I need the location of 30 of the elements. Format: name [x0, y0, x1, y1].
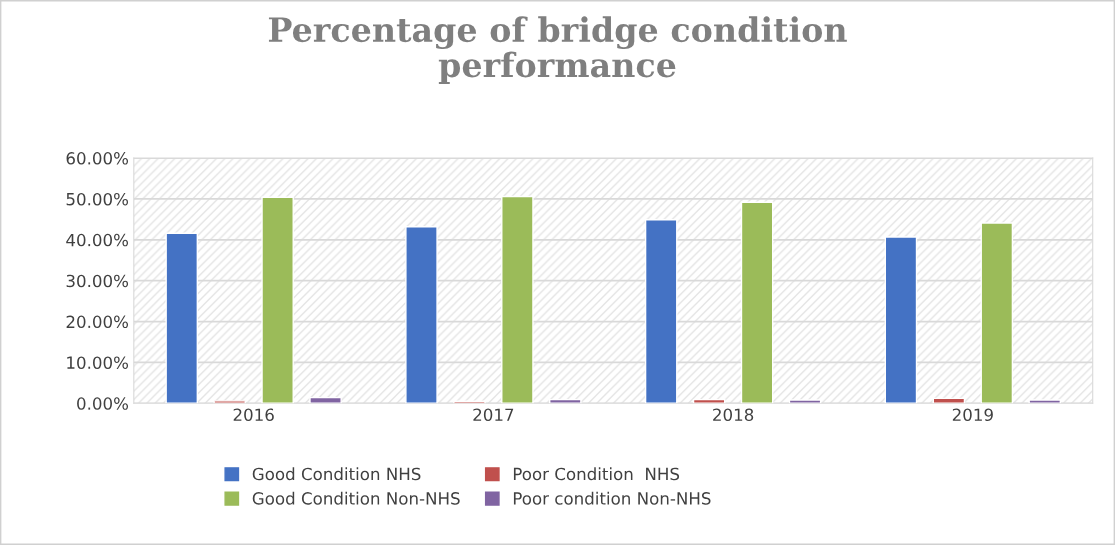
x-tick-label: 2016	[233, 408, 274, 422]
x-tick-label: 2019	[952, 408, 993, 422]
y-tick-label: 20.00%	[66, 315, 129, 329]
y-tick-label: 30.00%	[66, 274, 129, 288]
bar	[213, 400, 246, 404]
bar	[309, 396, 342, 404]
bar	[692, 398, 726, 404]
bar	[405, 226, 438, 404]
bar	[788, 399, 822, 404]
legend-label: Good Condition NHS	[252, 467, 421, 481]
y-tick-label: 10.00%	[67, 356, 129, 369]
x-tick-label: 2017	[473, 408, 514, 422]
y-tick-label: 50.00%	[66, 192, 129, 206]
y-tick-label: 60.00%	[66, 152, 129, 165]
bar	[1028, 399, 1062, 404]
legend-label: Good Condition Non-NHS	[252, 491, 460, 505]
bar	[884, 236, 918, 404]
bar	[740, 201, 774, 404]
bar	[644, 219, 678, 404]
bar	[261, 196, 294, 404]
bar	[549, 398, 582, 404]
bar	[980, 222, 1014, 404]
x-tick-label: 2018	[713, 408, 754, 422]
legend-label: Poor Condition NHS	[513, 467, 680, 481]
bar	[501, 195, 534, 404]
bar	[165, 232, 199, 404]
y-tick-label: 0.00%	[77, 397, 129, 410]
legend-label: Poor condition Non-NHS	[513, 491, 711, 505]
chart-title: Percentage of bridge condition performance	[268, 16, 847, 84]
y-tick-label: 40.00%	[66, 233, 129, 247]
